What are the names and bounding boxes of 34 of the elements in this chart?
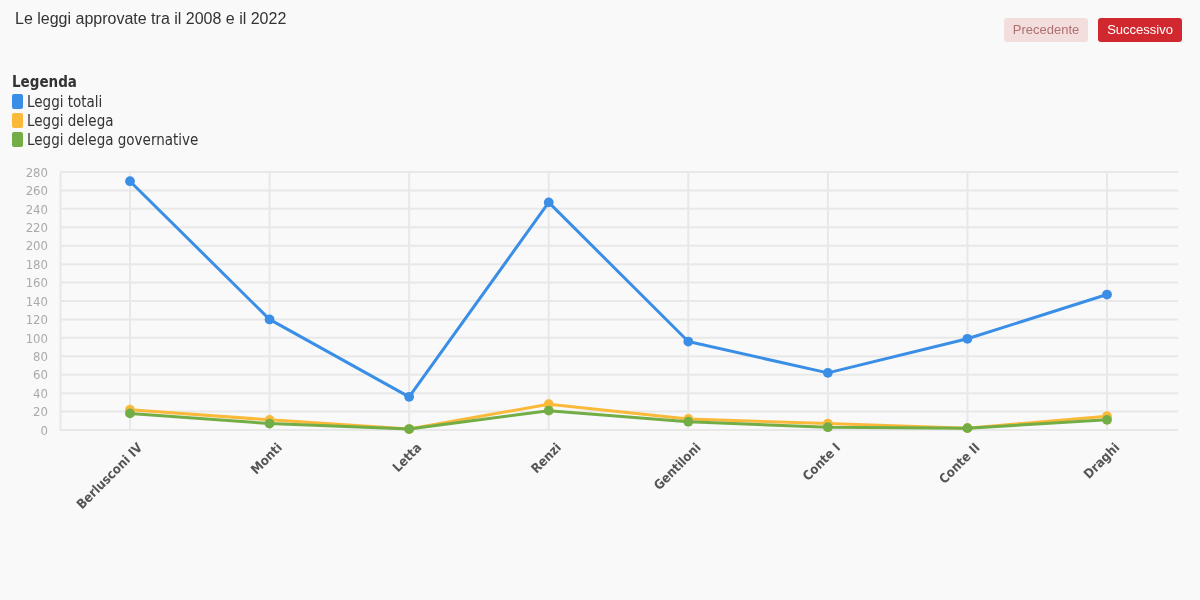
legend-label: Leggi delega — [27, 112, 114, 130]
y-tick-label: 180 — [25, 256, 48, 272]
point — [404, 391, 415, 402]
y-tick-label: 40 — [33, 385, 48, 401]
y-tick-label: 120 — [25, 312, 48, 328]
y-tick-label: 240 — [25, 201, 48, 217]
point — [1102, 289, 1112, 300]
y-tick-label: 0 — [40, 422, 48, 438]
point — [543, 197, 554, 208]
point — [125, 176, 135, 187]
y-tick-label: 20 — [33, 404, 48, 420]
y-tick-label: 260 — [25, 183, 48, 199]
legend-label: Leggi totali — [27, 93, 103, 111]
legend-label: Leggi delega governative — [27, 131, 199, 149]
y-tick-label: 100 — [25, 330, 48, 346]
y-tick-label: 80 — [33, 348, 48, 364]
y-tick-label: 200 — [25, 238, 48, 254]
button: Successivo — [1098, 18, 1182, 42]
y-tick-label: 60 — [33, 367, 48, 383]
y-tick-label: 280 — [25, 164, 48, 180]
point — [543, 405, 554, 416]
point — [264, 418, 275, 429]
point — [822, 422, 833, 433]
point — [822, 368, 833, 378]
legend-title: Legenda — [12, 73, 77, 91]
y-tick-label: 140 — [25, 293, 48, 309]
point — [264, 314, 275, 325]
y-tick-label: 220 — [25, 219, 48, 235]
button: Precedente — [1004, 18, 1088, 42]
point — [683, 336, 694, 347]
chart-title: Le leggi approvate tra il 2008 e il 2022 — [15, 10, 287, 27]
point — [962, 333, 973, 344]
y-tick-label: 160 — [25, 275, 48, 291]
point — [125, 408, 135, 419]
